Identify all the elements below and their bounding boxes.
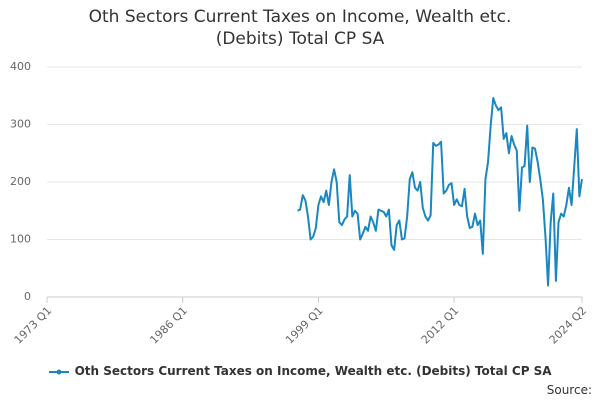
chart: 0 100 200 300 400 1973 Q1 1986 Q1 1999 Q1 2012 Q…	[10, 60, 590, 347]
legend-label: Oth Sectors Current Taxes on Income, Wea…	[74, 364, 552, 378]
legend: Oth Sectors Current Taxes on Income, Wea…	[0, 364, 600, 378]
data-line	[297, 97, 583, 287]
y-tick-label: 100	[10, 233, 31, 246]
y-tick-label: 200	[10, 175, 31, 188]
legend-icon	[49, 369, 70, 374]
x-tick-label: 1973 Q1	[12, 304, 55, 347]
chart-title: Oth Sectors Current Taxes on Income, Wea…	[88, 7, 512, 49]
x-tick-label: 2024 Q2	[547, 304, 590, 347]
y-tick-label: 300	[10, 118, 31, 131]
x-tick-label: 1999 Q1	[283, 304, 326, 347]
source: Source:	[546, 383, 592, 397]
x-tick-label: 2012 Q1	[419, 304, 462, 347]
y-tick-label: 0	[24, 290, 31, 303]
y-tick-label: 400	[10, 60, 31, 73]
x-tick-label: 1986 Q1	[147, 304, 190, 347]
